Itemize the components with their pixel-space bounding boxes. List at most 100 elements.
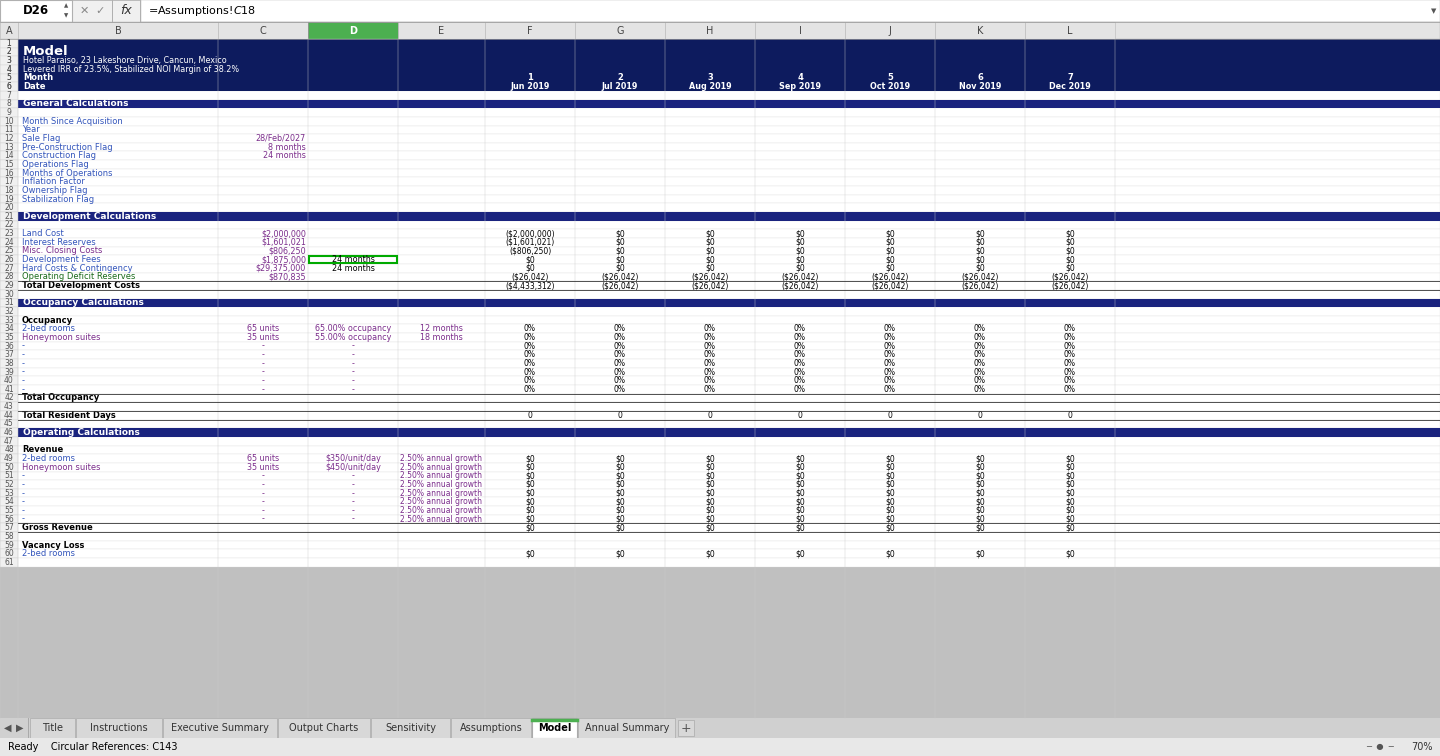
Text: 70%: 70% [1411, 742, 1433, 752]
Bar [485, 22, 575, 39]
Text: $0: $0 [706, 471, 714, 480]
Text: $0: $0 [1066, 471, 1074, 480]
Text: ($26,042): ($26,042) [602, 272, 639, 281]
Text: 0%: 0% [524, 324, 536, 333]
Bar [0, 463, 1440, 472]
Text: Land Cost: Land Cost [22, 229, 63, 238]
Text: 0%: 0% [704, 367, 716, 376]
Text: 49: 49 [4, 454, 14, 463]
Bar [0, 342, 17, 350]
Bar [0, 256, 1440, 264]
Bar [17, 56, 1440, 65]
Text: -: - [22, 506, 24, 515]
Text: 0: 0 [798, 411, 802, 420]
Text: General Calculations: General Calculations [23, 99, 128, 108]
Bar [0, 558, 1440, 567]
Bar [17, 39, 1440, 48]
Bar [17, 299, 1440, 307]
Text: Nov 2019: Nov 2019 [959, 82, 1001, 91]
Text: $0: $0 [526, 506, 534, 515]
Text: 0%: 0% [524, 385, 536, 394]
Bar [0, 463, 17, 472]
Text: 0%: 0% [524, 367, 536, 376]
Text: 51: 51 [4, 471, 14, 480]
Text: $0: $0 [615, 264, 625, 273]
Text: 0%: 0% [884, 376, 896, 385]
Text: $0: $0 [886, 488, 894, 497]
Text: 2-bed rooms: 2-bed rooms [22, 549, 75, 558]
Text: Sep 2019: Sep 2019 [779, 82, 821, 91]
Text: ($806,250): ($806,250) [508, 246, 552, 256]
Text: ($4,433,312): ($4,433,312) [505, 281, 554, 290]
Text: ($26,042): ($26,042) [511, 272, 549, 281]
Text: $0: $0 [886, 506, 894, 515]
Bar [0, 39, 17, 48]
Text: ▼: ▼ [63, 14, 68, 18]
Text: 58: 58 [4, 532, 14, 541]
Text: $0: $0 [795, 480, 805, 489]
Text: J: J [888, 26, 891, 36]
Text: -: - [351, 350, 354, 359]
Bar [0, 238, 1440, 246]
Bar [0, 385, 17, 394]
Text: 1: 1 [7, 39, 12, 48]
Bar [0, 454, 17, 463]
Text: $0: $0 [975, 246, 985, 256]
Text: 28: 28 [4, 272, 14, 281]
Text: 0%: 0% [1064, 376, 1076, 385]
Bar [935, 22, 1025, 39]
Text: Total Development Costs: Total Development Costs [22, 281, 140, 290]
Bar [0, 472, 1440, 480]
Bar [0, 497, 1440, 506]
Bar [0, 402, 1440, 411]
Text: $0: $0 [526, 480, 534, 489]
Text: Month: Month [23, 73, 53, 82]
Text: ($26,042): ($26,042) [871, 272, 909, 281]
Bar [0, 82, 1440, 91]
Text: $0: $0 [795, 471, 805, 480]
Text: Jun 2019: Jun 2019 [510, 82, 550, 91]
Text: 24: 24 [4, 238, 14, 246]
Text: -: - [262, 471, 265, 480]
Text: 2: 2 [618, 73, 624, 82]
Text: ▼: ▼ [1430, 8, 1436, 14]
Text: $0: $0 [795, 515, 805, 524]
Text: $0: $0 [1066, 255, 1074, 264]
Text: $0: $0 [706, 480, 714, 489]
Bar [451, 718, 531, 738]
Text: $0: $0 [886, 523, 894, 532]
Bar [1025, 22, 1115, 39]
Text: Oct 2019: Oct 2019 [870, 82, 910, 91]
Text: $0: $0 [615, 238, 625, 246]
Text: 0%: 0% [973, 376, 986, 385]
Text: $0: $0 [1066, 264, 1074, 273]
Text: 24 months: 24 months [331, 264, 374, 273]
Text: ◀: ◀ [4, 723, 12, 733]
Text: $0: $0 [706, 454, 714, 463]
Text: $0: $0 [886, 471, 894, 480]
Text: ✓: ✓ [95, 6, 105, 16]
Text: 34: 34 [4, 324, 14, 333]
Text: 48: 48 [4, 445, 14, 454]
Bar [0, 333, 17, 342]
Text: 15: 15 [4, 160, 14, 169]
Text: -: - [351, 471, 354, 480]
Bar [0, 108, 1440, 117]
Text: 33: 33 [4, 315, 14, 324]
Bar [0, 160, 17, 169]
Bar [0, 428, 17, 437]
Text: 29: 29 [4, 281, 14, 290]
Bar [0, 125, 17, 134]
Text: 60: 60 [4, 549, 14, 558]
Text: -: - [262, 376, 265, 385]
Bar [0, 178, 17, 186]
Text: ($26,042): ($26,042) [782, 272, 819, 281]
Text: $0: $0 [706, 506, 714, 515]
Text: $0: $0 [975, 497, 985, 507]
Text: 39: 39 [4, 367, 14, 376]
Text: 2.50% annual growth: 2.50% annual growth [400, 471, 482, 480]
Text: 2: 2 [7, 48, 12, 57]
Bar [0, 22, 17, 39]
Text: 0%: 0% [1064, 324, 1076, 333]
Text: 26: 26 [4, 255, 14, 264]
